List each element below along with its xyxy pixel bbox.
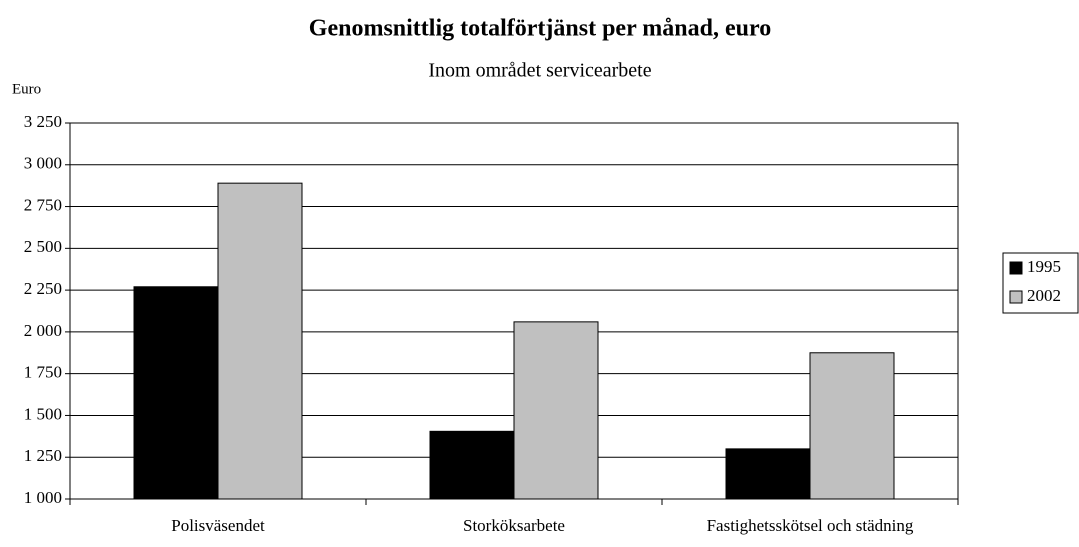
x-tick-label: Polisväsendet — [171, 516, 265, 535]
legend-label: 1995 — [1027, 257, 1061, 276]
bar — [725, 448, 811, 500]
x-tick-label: Storköksarbete — [463, 516, 565, 535]
y-tick-label: 2 500 — [24, 237, 62, 256]
x-tick-label: Fastighetsskötsel och städning — [707, 516, 914, 535]
bar — [133, 286, 219, 500]
y-tick-label: 3 000 — [24, 154, 62, 173]
legend-label: 2002 — [1027, 286, 1061, 305]
chart-title: Genomsnittlig totalförtjänst per månad, … — [309, 16, 771, 42]
y-tick-label: 1 500 — [24, 404, 62, 423]
legend-swatch — [1009, 290, 1023, 304]
bar — [513, 321, 599, 500]
y-tick-label: 1 250 — [24, 446, 62, 465]
y-tick-label: 2 250 — [24, 279, 62, 298]
y-tick-label: 1 750 — [24, 363, 62, 382]
y-tick-label: 2 750 — [24, 195, 62, 214]
bar — [217, 182, 303, 500]
bar — [429, 430, 515, 500]
y-axis-label: Euro — [12, 81, 41, 97]
legend-swatch — [1009, 261, 1023, 275]
y-tick-label: 3 250 — [24, 112, 62, 131]
y-tick-label: 1 000 — [24, 488, 62, 507]
bar — [809, 352, 895, 500]
y-tick-label: 2 000 — [24, 321, 62, 340]
chart-subtitle: Inom området servicearbete — [428, 60, 651, 82]
